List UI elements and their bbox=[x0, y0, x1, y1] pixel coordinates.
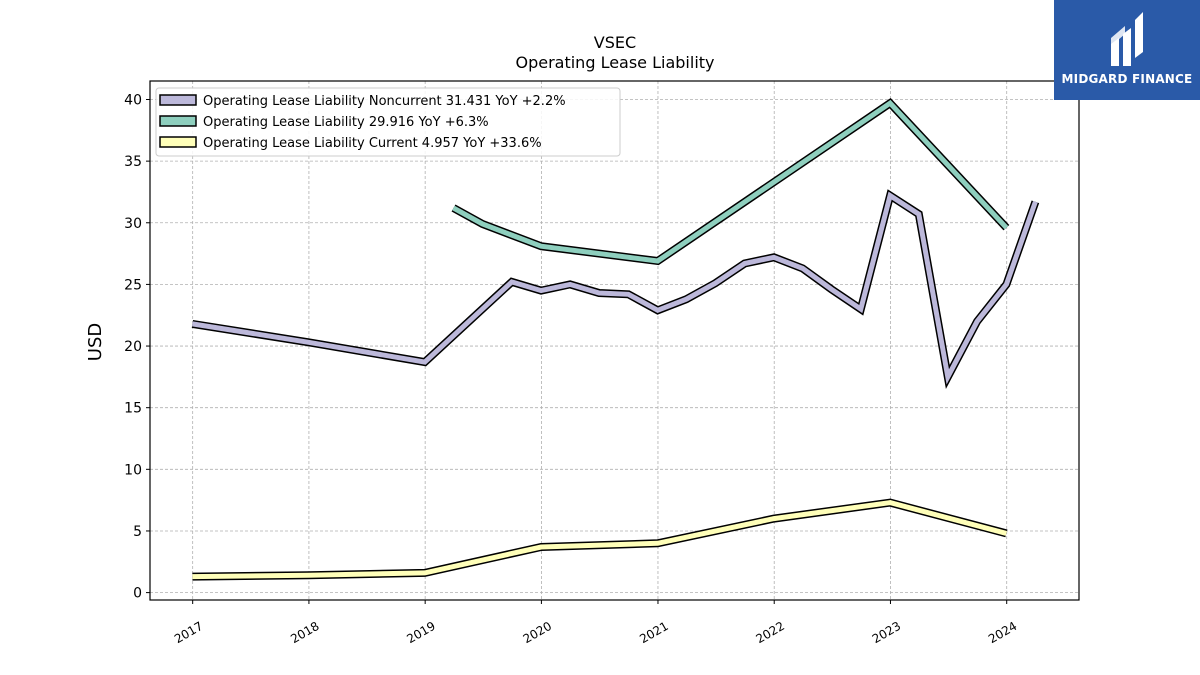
legend-swatch bbox=[159, 115, 197, 127]
y-tick-label: 30 bbox=[124, 216, 142, 232]
series-outline bbox=[191, 189, 1040, 390]
legend-entry: Operating Lease Liability Current 4.957 … bbox=[203, 136, 542, 151]
y-tick-label: 40 bbox=[124, 92, 142, 108]
y-axis-label: USD bbox=[85, 323, 106, 361]
y-axis-ticks: 0 5 10 15 20 25 30 35 40 bbox=[124, 92, 150, 602]
y-tick-label: 10 bbox=[124, 462, 142, 478]
plot-frame bbox=[149, 80, 1080, 601]
x-tick-label: 2019 bbox=[404, 619, 437, 646]
series-outline bbox=[192, 498, 1008, 581]
series-layer bbox=[191, 97, 1040, 581]
y-tick-label: 0 bbox=[133, 586, 142, 602]
y-tick-label: 5 bbox=[133, 524, 142, 540]
y-tick-label: 20 bbox=[124, 339, 142, 355]
series-line-1 bbox=[452, 99, 1009, 264]
chart-subtitle: Operating Lease Liability bbox=[515, 53, 714, 72]
x-tick-label: 2020 bbox=[521, 619, 554, 646]
brand-logo: MIDGARD FINANCE bbox=[1054, 0, 1200, 100]
y-tick-label: 15 bbox=[124, 401, 142, 417]
grid-lines bbox=[150, 81, 1079, 600]
x-tick-label: 2021 bbox=[637, 619, 670, 646]
x-tick-label: 2024 bbox=[986, 619, 1019, 646]
legend-swatch bbox=[159, 94, 197, 106]
legend-entry: Operating Lease Liability Noncurrent 31.… bbox=[203, 94, 566, 109]
legend-box bbox=[155, 87, 621, 157]
legend-entry: Operating Lease Liability 29.916 YoY +6.… bbox=[203, 115, 489, 130]
brand-name: MIDGARD FINANCE bbox=[1061, 72, 1193, 86]
chart-title: VSEC bbox=[594, 33, 636, 52]
x-tick-label: 2018 bbox=[288, 619, 321, 646]
midgard-logo-icon bbox=[1111, 12, 1143, 66]
x-axis-ticks: 2017 2018 2019 2020 2021 2022 2023 2024 bbox=[172, 600, 1019, 646]
y-tick-label: 35 bbox=[124, 154, 142, 170]
y-tick-label: 25 bbox=[124, 277, 142, 293]
x-tick-label: 2022 bbox=[753, 619, 786, 646]
series-line-0 bbox=[192, 191, 1038, 385]
x-tick-label: 2023 bbox=[870, 619, 903, 646]
x-tick-label: 2017 bbox=[172, 619, 205, 646]
legend: Operating Lease Liability Noncurrent 31.… bbox=[155, 87, 621, 157]
legend-swatch bbox=[159, 136, 197, 148]
series-line-2 bbox=[192, 500, 1008, 580]
